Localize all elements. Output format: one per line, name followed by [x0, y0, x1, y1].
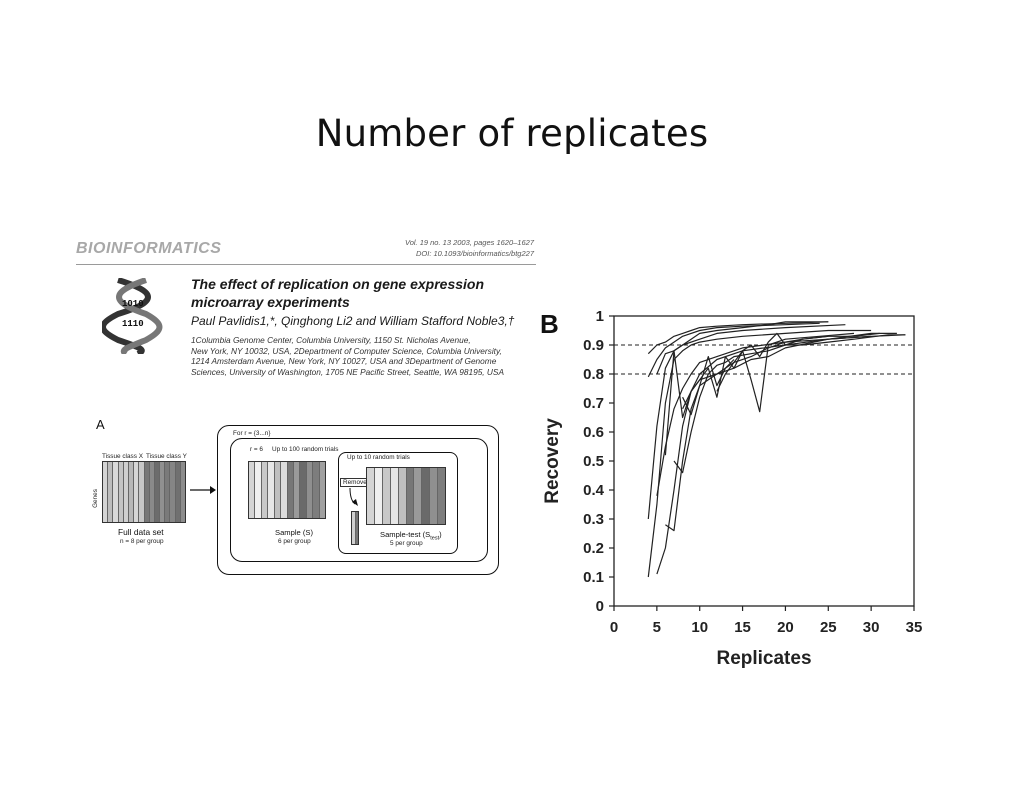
paper-header: BIOINFORMATICS Vol. 19 no. 13 2003, page…: [76, 234, 536, 394]
plot-frame: [613, 315, 915, 607]
removed-columns: [351, 511, 359, 545]
x-tick-label: 5: [653, 619, 661, 636]
x-axis-title: Replicates: [716, 648, 811, 669]
y-tick-label: 0: [596, 598, 604, 615]
x-tick-label: 25: [820, 619, 837, 636]
recovery-series-1: [647, 321, 829, 355]
full-data-sublabel: n = 8 per group: [120, 538, 164, 545]
y-axis-title: Recovery: [542, 418, 563, 504]
recovery-series-4: [647, 329, 872, 578]
outer-loop-label: For r = {3...n}: [233, 430, 271, 437]
recovery-series-11: [716, 332, 855, 413]
paper-title-line-2: microarray experiments: [191, 294, 350, 310]
sample-test-label: Sample-test (Stest): [380, 530, 442, 542]
sample-test-text: Sample-test (S: [380, 530, 431, 539]
affiliation-line-2: New York, NY 10032, USA, 2Department of …: [191, 345, 502, 356]
affiliations: 1Columbia Genome Center, Columbia Univer…: [191, 335, 536, 378]
x-tick-label: 15: [734, 619, 751, 636]
figure-a-letter: A: [96, 417, 105, 432]
volume-line: Vol. 19 no. 13 2003, pages 1620–1627: [404, 238, 534, 247]
x-tick-label: 35: [906, 619, 923, 636]
recovery-series-10: [682, 335, 829, 410]
svg-text:1110: 1110: [122, 319, 144, 329]
remove-arrow-icon: [349, 488, 358, 506]
trial-count-label: Up to 100 random trials: [272, 446, 339, 453]
tissue-x-label: Tissue class X: [102, 453, 143, 460]
sample-sublabel: 6 per group: [278, 538, 311, 545]
sample-label: Sample (S): [275, 528, 313, 537]
y-tick-label: 0.1: [583, 569, 604, 586]
outer-loop-box: [217, 425, 499, 575]
sample-test-matrix: [366, 467, 446, 525]
doi-line: DOI: 10.1093/bioinformatics/btg227: [416, 249, 534, 258]
y-tick-label: 0.4: [583, 482, 605, 499]
x-tick-label: 30: [863, 619, 880, 636]
figure-a: A Tissue class X Tissue class Y Genes Fu…: [90, 415, 530, 575]
full-data-label: Full data set: [118, 527, 164, 537]
arrow-icon: [190, 486, 216, 494]
y-tick-label: 1: [596, 308, 604, 325]
recovery-series-13: [656, 321, 829, 375]
full-data-matrix: [102, 461, 186, 523]
figure-b-letter: B: [540, 309, 559, 339]
paper-title: The effect of replication on gene expres…: [191, 275, 536, 311]
author-list: Paul Pavlidis1,*, Qinghong Li2 and Willi…: [191, 314, 515, 328]
genes-label: Genes: [91, 489, 99, 508]
recovery-series-3: [647, 324, 846, 520]
y-tick-label: 0.5: [583, 453, 604, 470]
recovery-series-12: [682, 355, 735, 416]
y-tick-label: 0.8: [583, 366, 604, 383]
sample-test-close: ): [439, 530, 442, 539]
affiliation-line-3: 1214 Amsterdam Avenue, New York, NY 1002…: [191, 356, 497, 367]
tissue-y-label: Tissue class Y: [146, 453, 187, 460]
slide-title: Number of replicates: [315, 112, 709, 155]
trial-loop-box: [230, 438, 488, 562]
recovery-chart: 00.10.20.30.40.50.60.70.80.910 5 10 15 20 25 3…: [542, 308, 923, 669]
y-tick-label: 0.3: [583, 511, 604, 528]
sample-test-subscript: test: [430, 535, 440, 542]
x-tick-label: 20: [777, 619, 794, 636]
y-tick-label: 0.7: [583, 395, 604, 412]
x-tick-label: 10: [691, 619, 708, 636]
test-loop-box: [338, 452, 458, 554]
dna-helix-icon: 1010 1110: [102, 278, 163, 354]
recovery-series-7: [665, 335, 872, 532]
sample-matrix: [248, 461, 326, 519]
journal-name: BIOINFORMATICS: [76, 240, 222, 257]
y-tick-label: 0.6: [583, 424, 604, 441]
svg-text:1010: 1010: [122, 299, 144, 309]
paper-title-line-1: The effect of replication on gene expres…: [191, 276, 485, 292]
affiliation-line-1: 1Columbia Genome Center, Columbia Univer…: [191, 335, 471, 345]
x-tick-label: 0: [610, 619, 618, 636]
inner-trial-label: Up to 10 random trials: [347, 454, 410, 461]
recovery-series-6: [656, 332, 897, 496]
sample-test-sublabel: 5 per group: [390, 540, 423, 547]
y-tick-label: 0.9: [583, 337, 604, 354]
y-tick-label: 0.2: [583, 540, 604, 557]
affiliation-line-4: Sciences, University of Washington, 1705…: [191, 367, 504, 378]
r-value-label: r = 6: [250, 446, 263, 453]
header-rule: [76, 264, 536, 265]
recovery-series-8: [673, 334, 906, 474]
